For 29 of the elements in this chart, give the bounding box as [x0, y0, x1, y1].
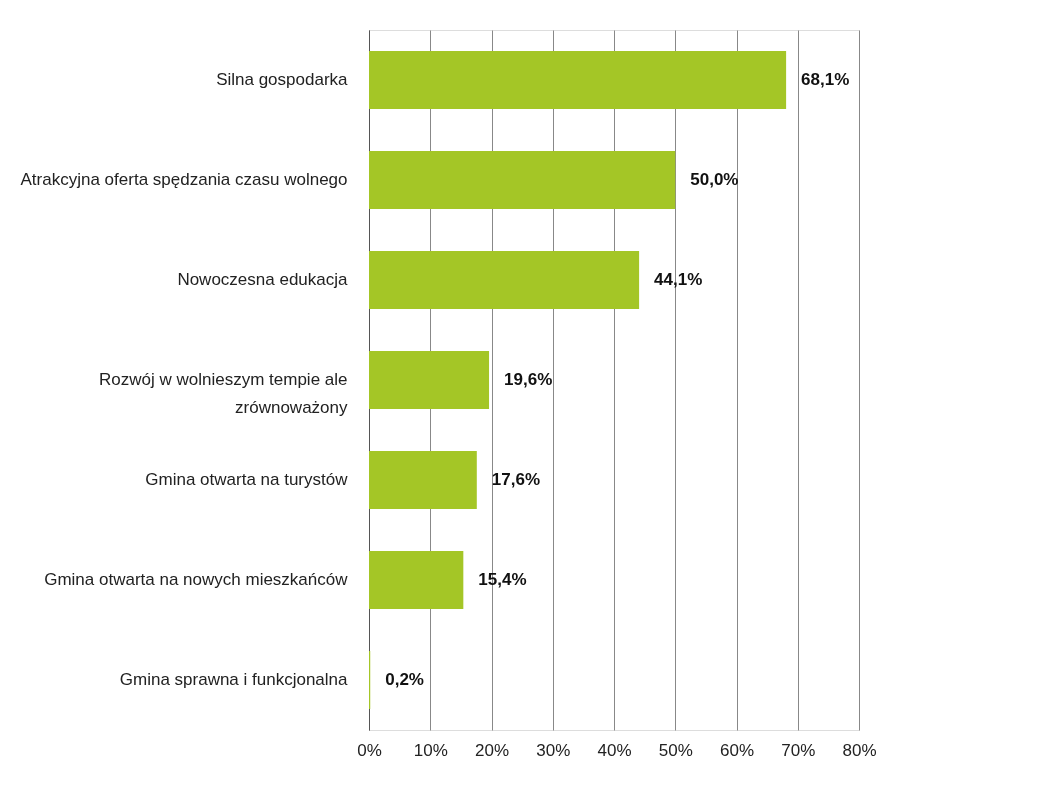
- y-tick-label: Gmina otwarta na turystów: [145, 470, 349, 489]
- data-label: 68,1%: [801, 70, 850, 89]
- x-tick-label: 80%: [842, 740, 877, 760]
- bar: [369, 151, 676, 209]
- bar: [369, 451, 477, 509]
- y-tick-label: Rozwój w wolnieszym tempie ale zrównoważony: [99, 370, 348, 417]
- y-tick-label: Gmina sprawna i funkcjonalna: [119, 670, 349, 689]
- bar: [369, 251, 640, 309]
- bar: [369, 551, 464, 609]
- y-tick-label: Nowoczesna edukacja: [177, 270, 349, 289]
- y-tick-label: Silna gospodarka: [216, 70, 349, 89]
- x-tick-label: 10%: [413, 740, 448, 760]
- data-label: 19,6%: [504, 370, 553, 389]
- bar: [369, 51, 787, 109]
- x-tick-label: 0%: [357, 740, 382, 760]
- bar: [369, 351, 490, 409]
- data-label: 44,1%: [654, 270, 703, 289]
- x-tick-label: 30%: [536, 740, 571, 760]
- data-label: 0,2%: [385, 670, 424, 689]
- y-tick-label: Atrakcyjna oferta spędzania czasu wolnego: [20, 170, 348, 189]
- x-tick-label: 60%: [719, 740, 755, 760]
- data-label: 50,0%: [690, 170, 739, 189]
- data-label: 15,4%: [478, 570, 527, 589]
- x-tick-label: 50%: [658, 740, 693, 760]
- x-tick-label: 70%: [781, 740, 816, 760]
- y-tick-label: Gmina otwarta na nowych mieszkańców: [44, 570, 349, 589]
- x-tick-label: 20%: [474, 740, 510, 760]
- data-label: 17,6%: [491, 470, 540, 489]
- x-tick-label: 40%: [597, 740, 632, 760]
